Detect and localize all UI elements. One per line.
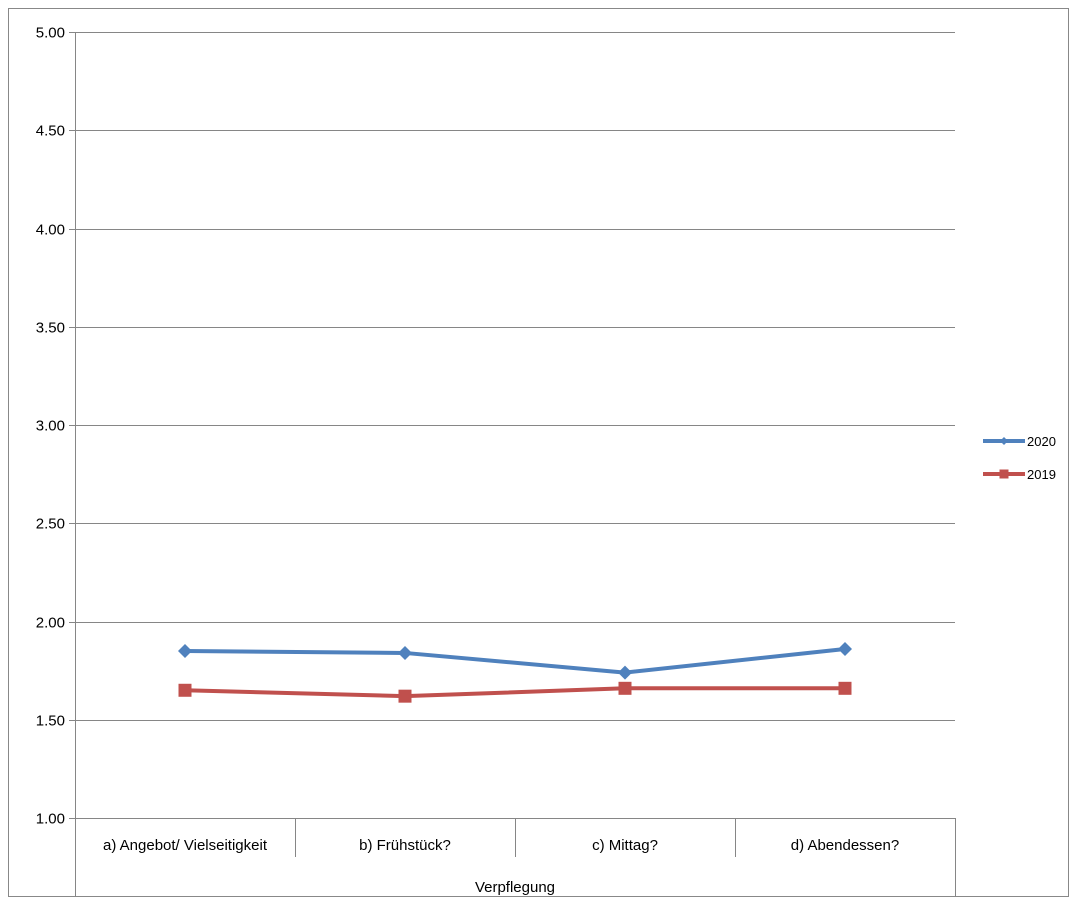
legend: 2020 2019 [983, 434, 1056, 482]
data-point [398, 645, 412, 660]
x-category-labels: a) Angebot/ Vielseitigkeit b) Frühstück? c… [103, 837, 899, 854]
chart-border [8, 8, 1069, 897]
x-category-label: d) Abendessen? [791, 837, 899, 854]
data-point [398, 689, 412, 703]
y-tick-label: 3.00 [36, 418, 65, 435]
x-category-label: c) Mittag? [592, 837, 658, 854]
data-point [838, 642, 852, 657]
y-tick-label: 2.50 [36, 516, 65, 533]
series-lines [178, 642, 852, 703]
legend-marker [999, 469, 1009, 479]
data-point [838, 681, 852, 695]
legend-label: 2020 [1027, 434, 1056, 449]
y-tick-label: 4.00 [36, 222, 65, 239]
y-tick-label: 2.00 [36, 615, 65, 632]
x-category-label: b) Frühstück? [359, 837, 451, 854]
x-category-label: a) Angebot/ Vielseitigkeit [103, 837, 268, 854]
legend-label: 2019 [1027, 467, 1056, 482]
legend-marker [1000, 437, 1008, 445]
axes [75, 32, 956, 897]
data-point [618, 681, 632, 695]
y-tick-label: 4.50 [36, 123, 65, 140]
series-line-2019 [184, 686, 845, 699]
x-group-label: Verpflegung [475, 879, 555, 896]
y-tick-label: 5.00 [36, 25, 65, 42]
y-tick-label: 1.00 [36, 811, 65, 828]
y-tick-label: 1.50 [36, 713, 65, 730]
y-tick-labels: 1.00 1.50 2.00 2.50 3.00 3.50 4.00 4.50 5.00 [36, 25, 65, 828]
data-point [178, 683, 192, 697]
data-point [618, 665, 632, 680]
gridlines [69, 32, 955, 819]
series-line-2020 [184, 647, 846, 675]
data-point [178, 643, 192, 658]
y-tick-label: 3.50 [36, 320, 65, 337]
